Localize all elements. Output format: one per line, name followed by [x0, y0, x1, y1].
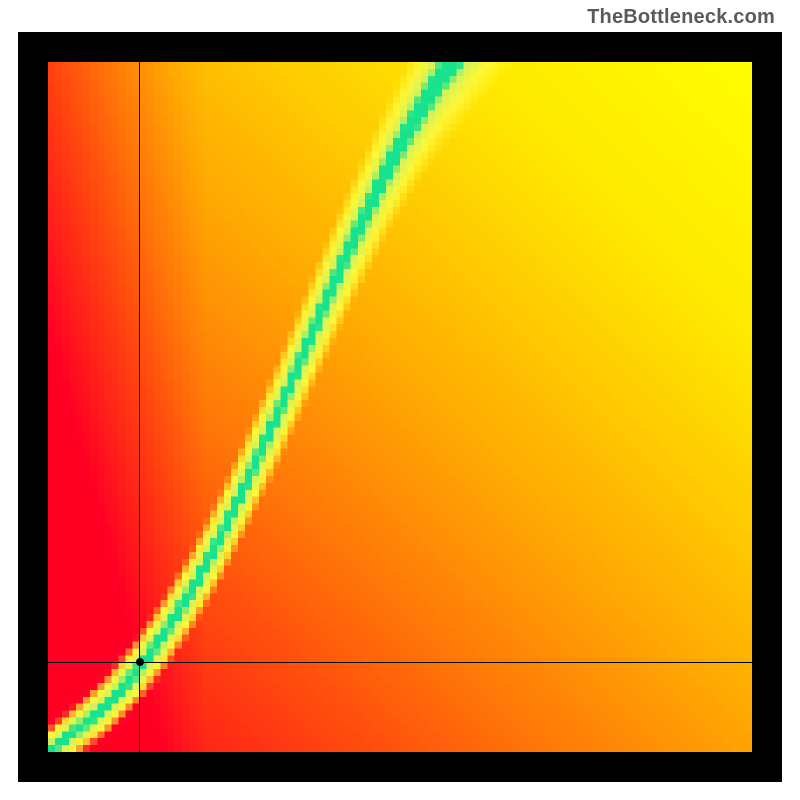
crosshair-vertical — [139, 62, 140, 752]
crosshair-horizontal — [48, 662, 752, 663]
bottleneck-heatmap — [48, 62, 752, 752]
heatmap-plot-area — [48, 62, 752, 752]
watermark-text: TheBottleneck.com — [587, 6, 775, 29]
crosshair-marker — [136, 658, 144, 666]
